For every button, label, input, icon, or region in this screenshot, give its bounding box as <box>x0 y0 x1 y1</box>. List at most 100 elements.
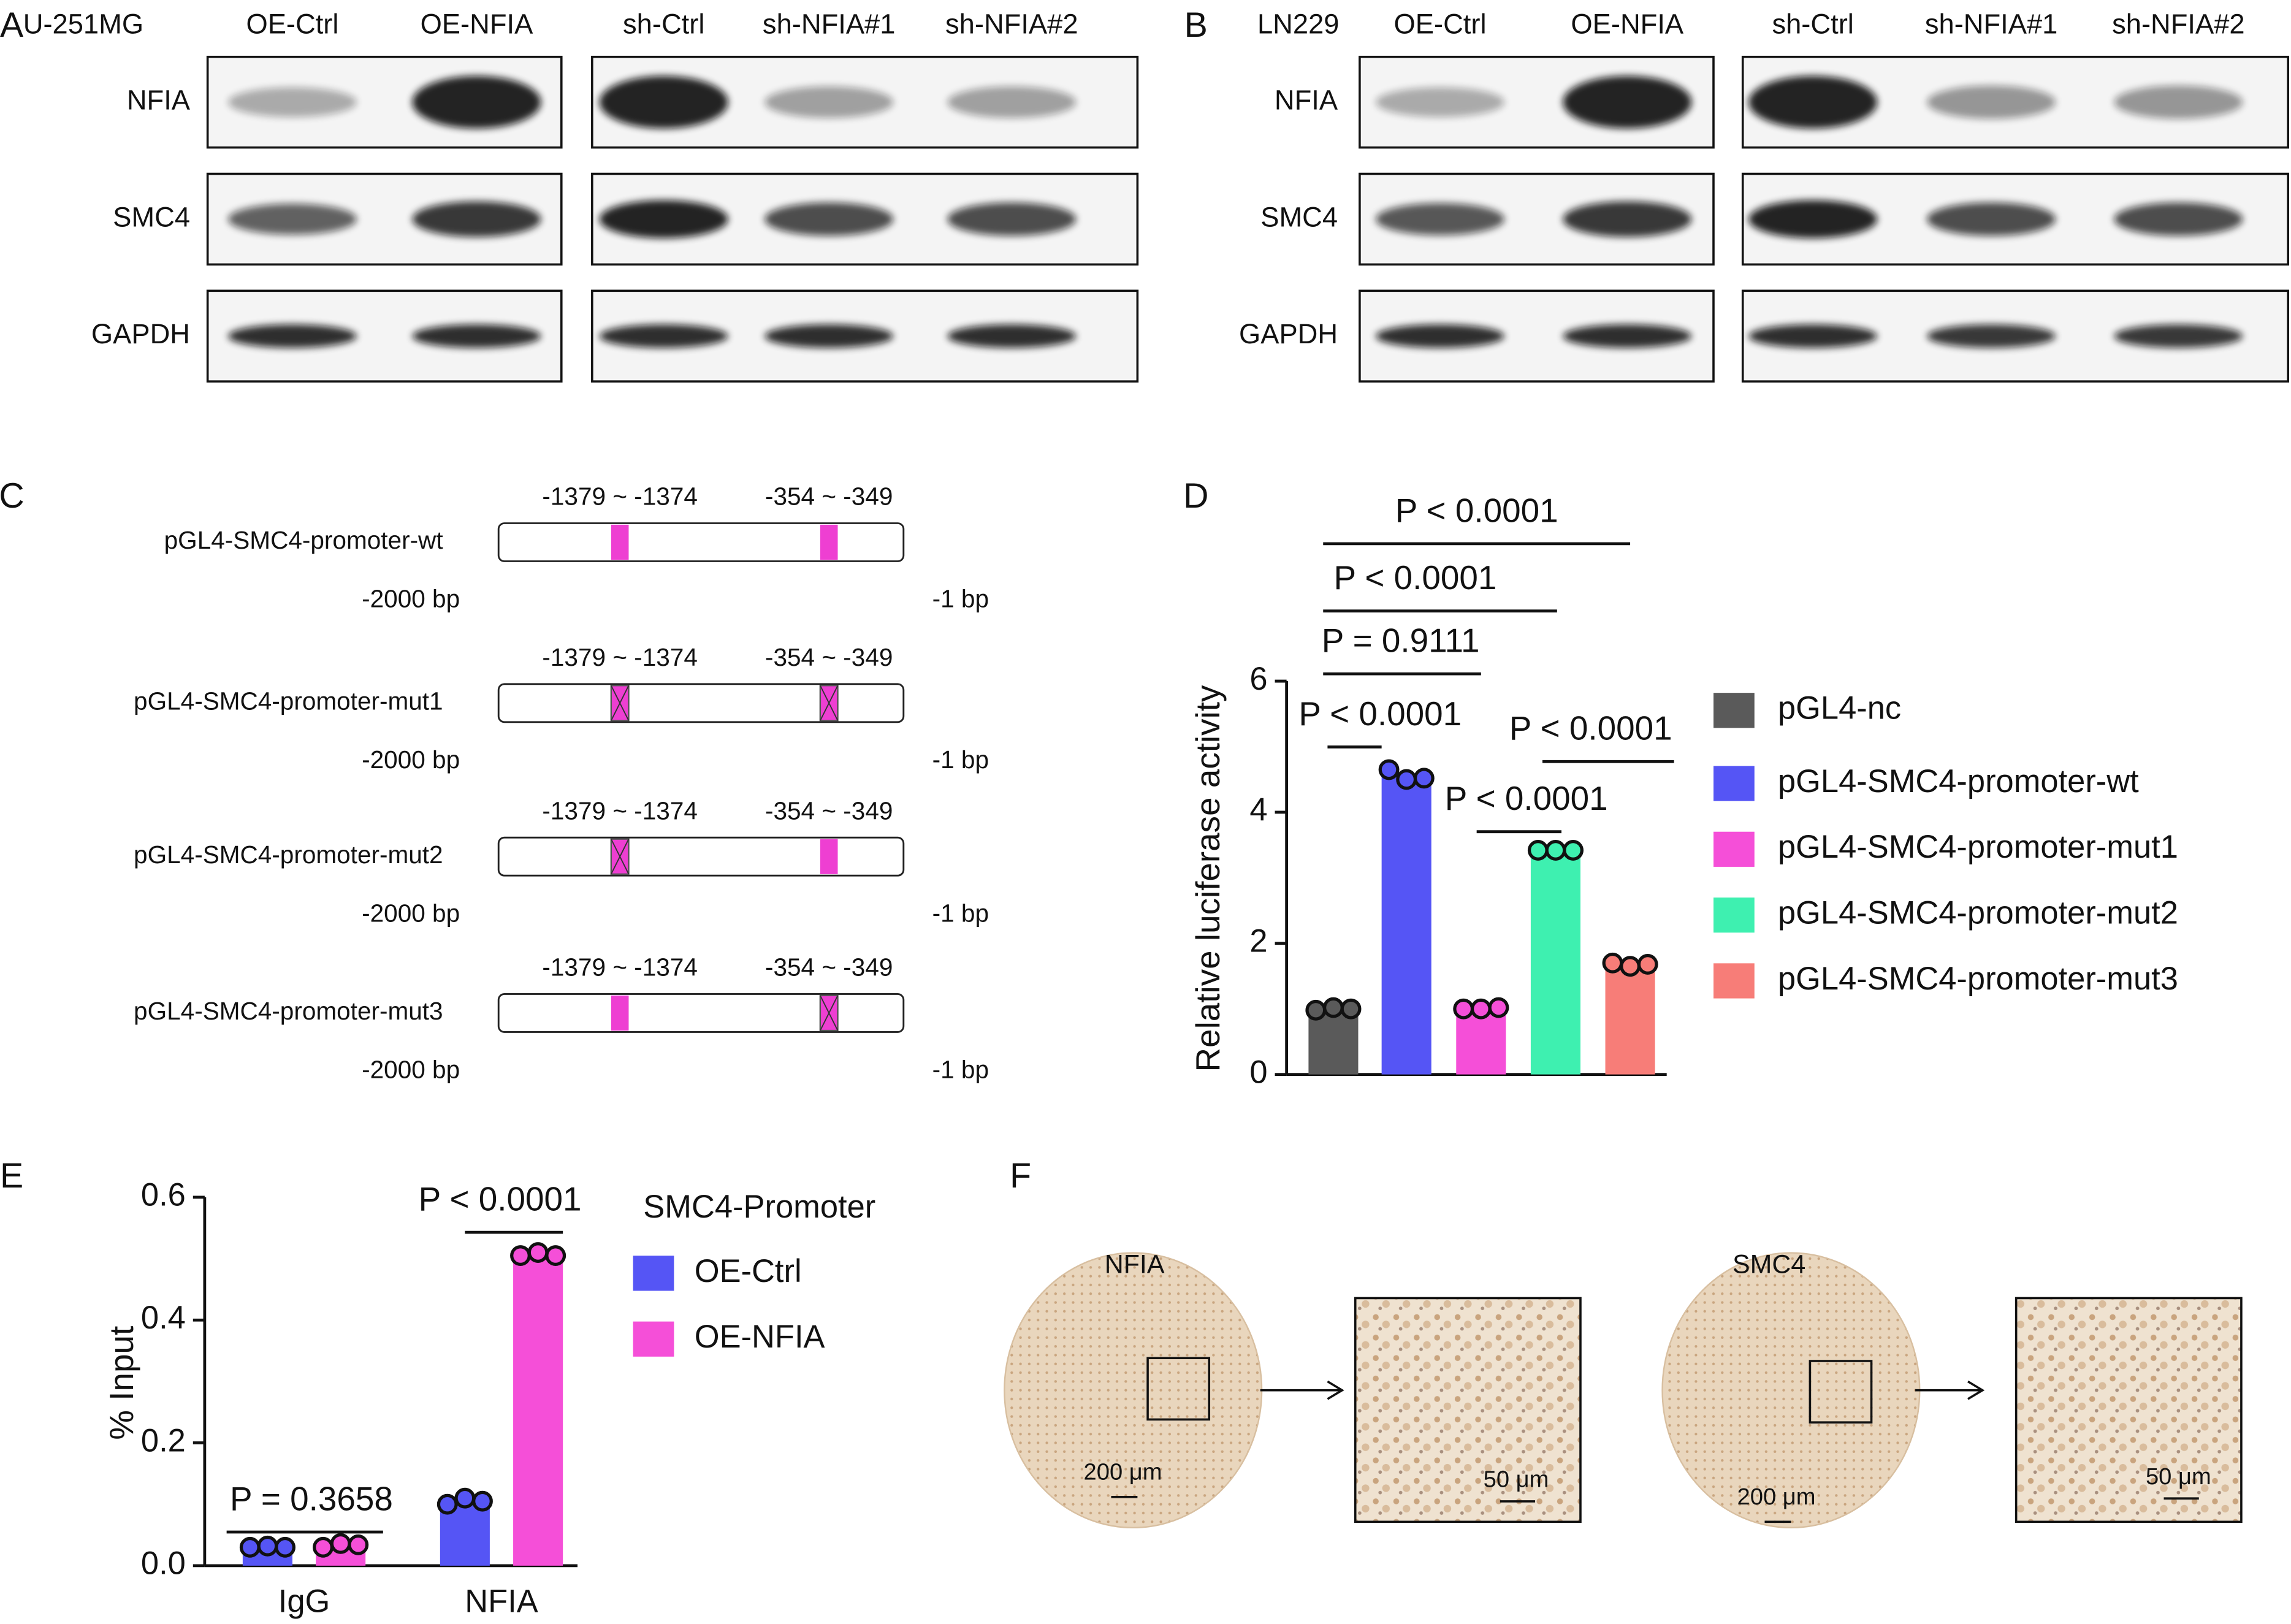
blot-band <box>1748 324 1878 348</box>
data-point <box>1637 954 1658 975</box>
legend-label: pGL4-SMC4-promoter-mut1 <box>1778 829 2178 865</box>
y-tick-label: 6 <box>1249 661 1267 697</box>
legend-swatch <box>1713 766 1755 801</box>
end-label: -1 bp <box>932 899 989 927</box>
legend-label: pGL4-nc <box>1778 691 1901 726</box>
p-value: P < 0.0001 <box>1298 695 1462 733</box>
data-point <box>1488 997 1509 1018</box>
zoom-region <box>1809 1360 1873 1424</box>
blot-band <box>1563 201 1692 237</box>
site-label: -354 ~ -349 <box>765 953 893 982</box>
legend-swatch <box>1713 963 1755 999</box>
end-label: -2000 bp <box>362 745 460 774</box>
panel-label: F <box>1010 1156 1031 1195</box>
mutation-mark <box>820 995 839 1031</box>
bar <box>513 1256 563 1566</box>
y-tick-label: 0.0 <box>141 1546 186 1582</box>
lane-label: OE-Ctrl <box>246 9 338 40</box>
site-label: -1379 ~ -1374 <box>542 482 698 511</box>
blot-band <box>228 204 357 235</box>
bar <box>1456 1008 1506 1075</box>
y-tick-label: 0.4 <box>141 1300 186 1336</box>
blot-band <box>599 200 728 238</box>
data-point <box>436 1493 458 1515</box>
y-tick-label: 0.6 <box>141 1178 186 1213</box>
construct-name: pGL4-SMC4-promoter-mut1 <box>134 687 443 715</box>
data-point <box>1396 769 1417 790</box>
lane-label: sh-NFIA#1 <box>1925 9 2058 40</box>
site-label: -1379 ~ -1374 <box>542 796 698 825</box>
mutation-mark <box>610 839 630 875</box>
site-label: -354 ~ -349 <box>765 482 893 511</box>
data-point <box>239 1536 261 1558</box>
data-point <box>348 1534 369 1555</box>
blot-band <box>1748 75 1878 129</box>
scale-label: 50 μm <box>2146 1463 2211 1490</box>
data-point <box>472 1490 493 1512</box>
end-label: -2000 bp <box>362 585 460 613</box>
bar <box>1381 776 1431 1075</box>
y-tick-label: 0.2 <box>141 1423 186 1458</box>
lane-label: sh-NFIA#1 <box>763 9 896 40</box>
blot-band <box>2114 202 2243 236</box>
zoom-image <box>1354 1297 1582 1523</box>
data-point <box>527 1242 549 1263</box>
protein-label: SMC4 <box>113 201 190 232</box>
tissue-section <box>1004 1252 1263 1529</box>
construct-name: pGL4-SMC4-promoter-mut2 <box>134 841 443 869</box>
data-point <box>1620 956 1641 977</box>
data-point <box>1527 839 1549 861</box>
data-point <box>257 1535 278 1557</box>
lane-label: sh-Ctrl <box>623 9 704 40</box>
y-tick-label: 0 <box>1249 1054 1267 1090</box>
data-point <box>1305 999 1327 1021</box>
promoter-box <box>497 522 905 562</box>
blot-band <box>764 324 894 348</box>
legend-label: pGL4-SMC4-promoter-wt <box>1778 764 2139 799</box>
data-point <box>1563 839 1584 861</box>
blot-band <box>947 86 1077 118</box>
legend-title: SMC4-Promoter <box>643 1189 875 1225</box>
figure-layer: A B C D E F U-251MG OE-Ctrl OE-NFIA sh-Ctrl sh-NFI… <box>0 6 2290 1620</box>
blot-band <box>947 202 1077 236</box>
blot-band <box>599 324 728 348</box>
p-value: P < 0.0001 <box>1509 709 1672 747</box>
blot-band <box>2114 324 2243 348</box>
blot-band <box>764 86 894 118</box>
lane-label: sh-Ctrl <box>1772 9 1853 40</box>
mutation-mark <box>610 685 630 721</box>
legend-label: pGL4-SMC4-promoter-mut3 <box>1778 961 2178 997</box>
lane-label: sh-NFIA#2 <box>2112 9 2245 40</box>
data-point <box>1470 998 1492 1020</box>
binding-site <box>611 995 629 1031</box>
legend-label: OE-Ctrl <box>695 1254 802 1289</box>
blot-band <box>947 324 1077 348</box>
protein-label: NFIA <box>127 85 191 116</box>
panel-label: A <box>0 6 24 45</box>
cell-line: LN229 <box>1257 9 1339 40</box>
p-value: P = 0.9111 <box>1322 622 1480 660</box>
legend-swatch <box>1713 693 1755 728</box>
data-point <box>1378 759 1400 780</box>
end-label: -2000 bp <box>362 899 460 927</box>
blot-band <box>2114 85 2243 119</box>
stain-label: SMC4 <box>1733 1249 1805 1279</box>
end-label: -1 bp <box>932 1056 989 1084</box>
blot-band <box>412 324 541 348</box>
panel-label: D <box>1183 476 1208 516</box>
p-value: P < 0.0001 <box>1395 491 1558 529</box>
y-axis-label: Relative luciferase activity <box>1189 685 1227 1072</box>
site-label: -1379 ~ -1374 <box>542 643 698 671</box>
blot-band <box>1927 324 2056 348</box>
protein-label: GAPDH <box>91 318 190 349</box>
y-axis-label: % Input <box>102 1326 140 1440</box>
data-point <box>275 1536 295 1558</box>
promoter-box <box>497 993 905 1033</box>
legend-label: pGL4-SMC4-promoter-mut2 <box>1778 895 2178 931</box>
data-point <box>1323 997 1344 1018</box>
data-point <box>1413 768 1435 789</box>
blot-band <box>1376 324 1504 348</box>
data-point <box>510 1245 531 1266</box>
legend-swatch <box>633 1321 674 1357</box>
